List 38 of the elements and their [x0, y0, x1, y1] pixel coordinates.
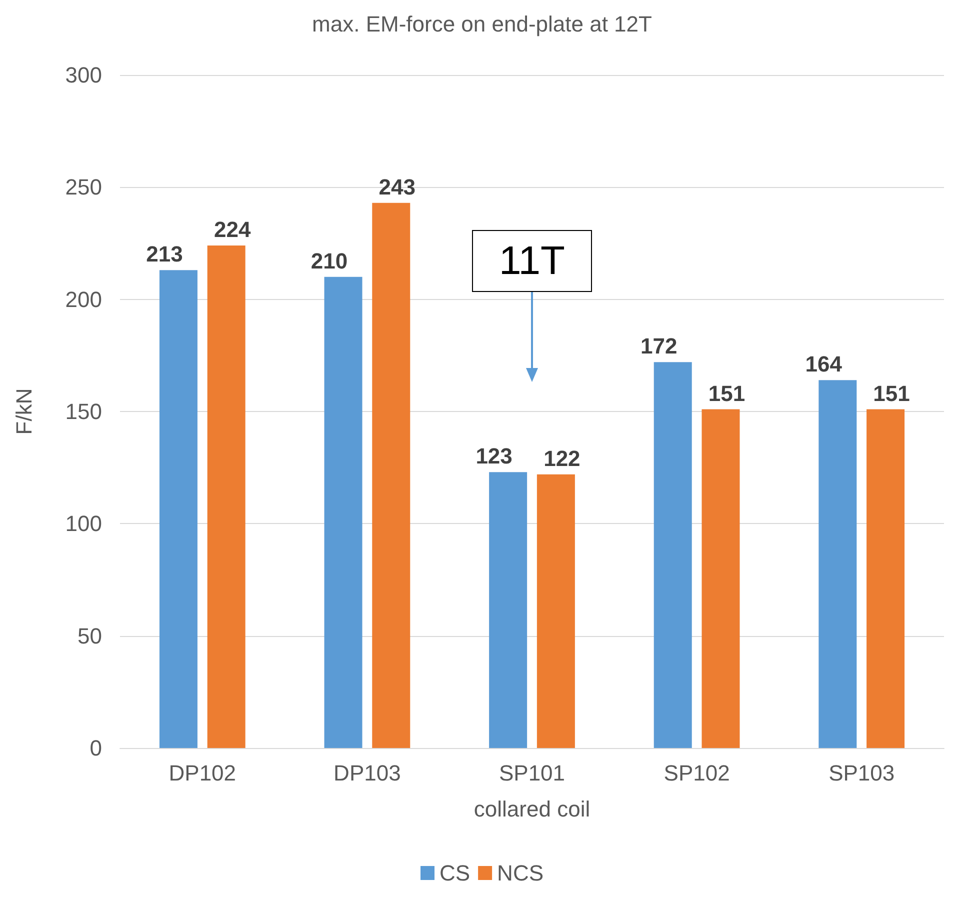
bar: [536, 474, 575, 748]
data-label: 164: [805, 352, 843, 377]
x-axis-title: collared coil: [474, 796, 590, 822]
data-label: 151: [708, 380, 746, 406]
y-tick-label: 250: [65, 174, 102, 200]
y-tick-label: 50: [78, 623, 102, 648]
bar: [489, 472, 528, 748]
bar: [818, 380, 857, 748]
bar: [159, 270, 198, 748]
bar: [324, 276, 362, 748]
chart-title: max. EM-force on end-plate at 12T: [312, 12, 652, 36]
bar: [702, 409, 740, 748]
data-label: 213: [146, 242, 183, 267]
data-label: 210: [310, 248, 348, 274]
y-tick-label: 0: [90, 736, 102, 760]
x-tick-label: SP101: [498, 760, 566, 786]
data-label: 122: [544, 446, 580, 471]
bar: [866, 409, 905, 748]
data-label: 243: [378, 174, 416, 200]
y-axis-title: F/kN: [12, 388, 36, 435]
x-tick-label: SP102: [664, 760, 730, 786]
y-tick-label: 150: [65, 399, 102, 424]
x-tick-label: SP103: [828, 760, 895, 786]
y-tick-label: 300: [65, 62, 102, 88]
x-tick-label: DP102: [168, 760, 236, 786]
y-tick-label: 100: [65, 511, 102, 536]
bar: [207, 245, 246, 748]
data-label: 151: [873, 380, 910, 406]
bar: [654, 362, 692, 748]
annotation: 11T: [472, 230, 592, 292]
bar: [372, 202, 410, 748]
data-label: 172: [640, 334, 678, 359]
y-tick-label: 200: [65, 286, 102, 312]
data-label: 224: [214, 216, 252, 242]
legend-label: CS: [439, 860, 470, 886]
data-label: 123: [476, 444, 512, 469]
x-tick-label: DP103: [334, 760, 401, 786]
legend-label: NCS: [497, 860, 544, 886]
